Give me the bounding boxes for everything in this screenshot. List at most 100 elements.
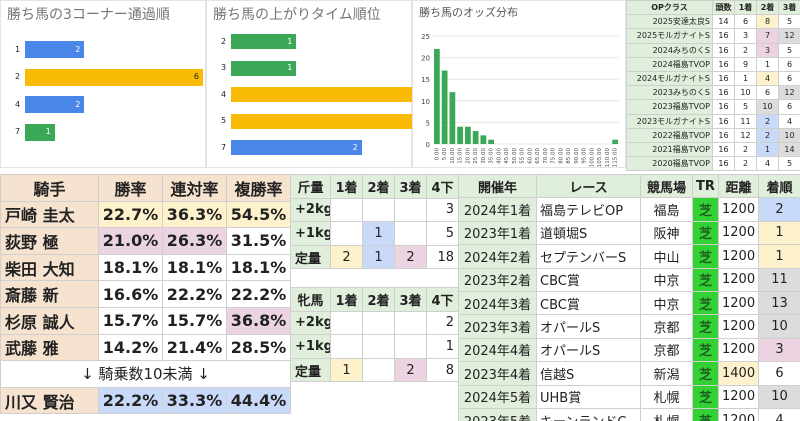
x-tick-label: 0.00 (434, 148, 440, 161)
rate-win: 21.0% (98, 227, 163, 255)
y-tick-label: 10 (421, 98, 430, 106)
third-place-number: 14 (778, 141, 800, 158)
count-c3 (394, 221, 427, 246)
race-name: 信越S (536, 361, 641, 386)
third-place-number: 5 (778, 42, 800, 58)
finish-position: 11 (758, 267, 800, 292)
bar-value-label: 1 (287, 36, 293, 46)
race-name: 2023モルガナイトS (626, 113, 713, 129)
y-tick-label: 20 (421, 55, 430, 63)
table-row: 戸崎 圭太 22.7% 36.3% 54.5% (0, 200, 291, 229)
column-header: 連対率 (162, 174, 227, 202)
column-header: 3着 (778, 0, 800, 16)
bar-category-label: 4 (15, 99, 21, 109)
bar-category-label: 1 (15, 44, 21, 54)
finish-position: 10 (758, 314, 800, 339)
finish-position: 13 (758, 290, 800, 316)
third-place-number: 6 (778, 70, 800, 87)
count-c2 (362, 334, 395, 359)
x-tick-label: 90.00 (574, 148, 580, 164)
x-tick-label: 75.00 (551, 148, 557, 164)
table-row: 柴田 大知 18.1% 18.1% 18.1% (0, 253, 291, 282)
bar-category-label: 2 (15, 72, 21, 81)
column-header: 開催年 (458, 173, 537, 199)
column-header: 1着 (734, 0, 757, 16)
table-row: 2024年3着 CBC賞 中京芝 1200 13 (458, 290, 800, 316)
table-row: 2024年1着 福島テレビOP 福島芝 1200 2 (458, 197, 800, 222)
x-tick-label: 80.00 (558, 148, 564, 164)
column-header: 3着 (394, 174, 427, 199)
table-row: 2023年1着 道頓堀S 阪神芝 1200 1 (458, 220, 800, 246)
racecourse: 中京 (640, 267, 693, 292)
histogram-bar (472, 131, 479, 144)
rate-place2: 15.7% (162, 306, 227, 335)
race-year: 2024年1着 (458, 197, 537, 222)
x-tick-label: 105.00 (597, 148, 603, 168)
race-name: 2025モルガナイトS (626, 28, 713, 44)
jockey-name: 武藤 雅 (0, 333, 99, 362)
race-name: 福島テレビOP (536, 197, 641, 222)
table-row: 2023福島TVOP 16 5 10 6 (626, 99, 800, 115)
third-place-number: 4 (778, 113, 800, 129)
race-name: 2020福島TVOP (626, 156, 713, 172)
jockey-stats-table: 騎手 勝率 連対率 複勝率 戸崎 圭太 22.7% 36.3% 54.5% 荻野 極 21.0% 2… (0, 174, 291, 415)
agari-chart-title: 勝ち馬の上がりタイム順位 (213, 7, 381, 23)
jockey-name: 川又 賢治 (0, 386, 99, 415)
track-type: 芝 (692, 290, 719, 316)
x-tick-label: 30.00 (481, 148, 487, 164)
second-place-number: 6 (756, 85, 779, 101)
second-place-number: 10 (756, 99, 779, 115)
second-place-number: 1 (756, 141, 779, 158)
rate-win: 22.7% (98, 200, 163, 229)
finish-position: 10 (758, 384, 800, 409)
count-c4: 1 (426, 334, 459, 359)
jockey-name: 杉原 誠人 (0, 306, 99, 335)
bar (25, 68, 203, 86)
agari-rank-chart: 勝ち馬の上がりタイム順位 2131435372 (206, 0, 427, 168)
second-place-number: 7 (756, 28, 779, 44)
race-name: セプテンバーS (536, 244, 641, 269)
histogram-bar (457, 126, 463, 144)
count-c2 (362, 197, 395, 223)
racecourse: 阪神 (640, 220, 693, 246)
table-row: 斎藤 新 16.6% 22.2% 22.2% (0, 280, 291, 308)
count-c1 (330, 310, 363, 336)
field-size: 16 (712, 70, 735, 87)
count-c4: 2 (426, 310, 459, 336)
column-header: TR (692, 173, 719, 199)
count-c1 (330, 221, 363, 246)
third-place-number: 6 (778, 56, 800, 72)
x-tick-label: 115.00 (613, 148, 619, 168)
table-row: 定量 2 1 2 18 (290, 244, 459, 270)
table-row: 2024福島TVOP 16 9 1 6 (626, 56, 800, 72)
racecourse: 中京 (640, 290, 693, 316)
distance: 1200 (718, 337, 759, 363)
bar (25, 96, 85, 113)
table-row: 2025モルガナイトS 16 3 7 12 (626, 28, 800, 44)
count-c4: 5 (426, 221, 459, 246)
racecourse: 福島 (640, 197, 693, 222)
finish-position: 3 (758, 337, 800, 363)
race-year: 2023年5着 (458, 407, 537, 421)
track-type: 芝 (692, 314, 719, 339)
table-row: ↓ 騎乗数10未満 ↓ (0, 360, 291, 388)
x-tick-label: 70.00 (543, 148, 549, 164)
track-type: 芝 (692, 407, 719, 421)
race-name: CBC賞 (536, 267, 641, 292)
rate-win: 22.2% (98, 386, 163, 415)
column-header: 斤量 (290, 174, 331, 199)
count-c3: 2 (394, 357, 427, 383)
rate-place2: 26.3% (162, 227, 227, 255)
field-size: 16 (712, 85, 735, 101)
finish-position: 2 (758, 197, 800, 222)
rate-win: 18.1% (98, 253, 163, 282)
second-place-number: 2 (756, 113, 779, 129)
column-header: 1着 (330, 287, 363, 312)
column-header: 1着 (330, 174, 363, 199)
second-place-number: 3 (756, 42, 779, 58)
row-label: +1kg (290, 221, 331, 246)
track-type: 芝 (692, 244, 719, 269)
histogram-bar (488, 139, 494, 144)
count-c2: 1 (362, 244, 395, 270)
x-tick-label: 10.00 (450, 148, 456, 164)
